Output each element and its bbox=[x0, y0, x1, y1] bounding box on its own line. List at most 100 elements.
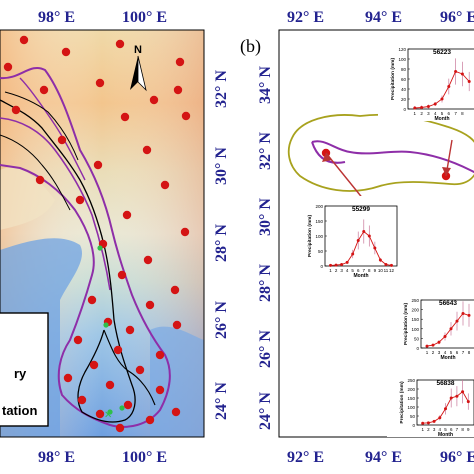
inset-xtick: 10 bbox=[378, 268, 384, 273]
inset-point bbox=[389, 263, 393, 267]
inset-ytick: 250 bbox=[411, 298, 419, 303]
inset-xtick: 3 bbox=[340, 268, 343, 273]
inset-point bbox=[425, 344, 429, 348]
inset-point bbox=[455, 394, 459, 398]
right-map: (b) 92° E 94° E 96° E 92° E 94° E 96° E … bbox=[240, 9, 474, 466]
left-map: ✕ N ry tation 98° E 100° E 98° E 100° E … bbox=[0, 9, 230, 466]
inset-xtick: 2 bbox=[432, 350, 435, 355]
inset-point bbox=[356, 239, 360, 242]
inset-xtick: 2 bbox=[427, 427, 430, 432]
inset-xtick: 11 bbox=[384, 268, 389, 273]
inset-xtick: 3 bbox=[427, 111, 430, 116]
inset-ytick: 200 bbox=[407, 387, 415, 392]
inset-xtick: 8 bbox=[468, 350, 471, 355]
inset-ytick: 120 bbox=[398, 47, 406, 52]
inset-xtick: 1 bbox=[329, 268, 332, 273]
inset-56838: 56838 0 50 100 150 200 250 1 2 3 4 5 6 7 8 9 Month Precip… bbox=[387, 370, 474, 438]
inset-xlabel: Month bbox=[441, 355, 456, 361]
inset-title: 56838 bbox=[436, 380, 454, 387]
inset-ytick: 200 bbox=[411, 308, 419, 313]
inset-xtick: 8 bbox=[461, 427, 464, 432]
right-basin-outer bbox=[287, 113, 474, 192]
inset-point bbox=[443, 334, 447, 338]
inset-xtick: 7 bbox=[454, 111, 457, 116]
inset-xtick: 4 bbox=[439, 427, 442, 432]
inset-point bbox=[440, 97, 444, 101]
inset-xtick: 4 bbox=[444, 350, 447, 355]
inset-point bbox=[438, 416, 442, 420]
left-lat-30: 30° N bbox=[213, 147, 230, 185]
legend-item-precipitation: tation bbox=[2, 403, 37, 418]
inset-ytick: 50 bbox=[414, 336, 420, 341]
inset-point bbox=[467, 313, 471, 317]
inset-xtick: 6 bbox=[357, 268, 360, 273]
right-lat-26: 26° N bbox=[257, 330, 274, 368]
inset-point bbox=[367, 234, 371, 238]
inset-point bbox=[466, 400, 470, 404]
left-lat-26: 26° N bbox=[213, 301, 230, 339]
left-lat-24: 24° N bbox=[213, 382, 230, 420]
inset-xtick: 12 bbox=[389, 268, 395, 273]
inset-xtick: 1 bbox=[421, 427, 424, 432]
inset-point bbox=[460, 72, 464, 76]
inset-xtick: 9 bbox=[374, 268, 377, 273]
inset-xtick: 8 bbox=[461, 111, 464, 116]
inset-ytick: 250 bbox=[407, 378, 415, 383]
inset-ytick: 100 bbox=[315, 234, 323, 239]
right-top-lon-96: 96° E bbox=[440, 9, 474, 26]
inset-point bbox=[431, 343, 435, 347]
inset-ylabel: Precipitation (mm) bbox=[307, 215, 313, 258]
inset-ytick: 0 bbox=[416, 346, 419, 351]
inset-ytick: 20 bbox=[401, 97, 407, 102]
inset-xtick: 4 bbox=[434, 111, 437, 116]
left-lat-28: 28° N bbox=[213, 224, 230, 262]
inset-xtick: 5 bbox=[441, 111, 444, 116]
inset-point bbox=[447, 85, 451, 88]
inset-point bbox=[413, 106, 417, 110]
left-top-lon-100: 100° E bbox=[122, 9, 167, 26]
inset-ytick: 50 bbox=[410, 414, 416, 419]
inset-xtick: 7 bbox=[462, 350, 465, 355]
inset-point bbox=[426, 421, 430, 425]
inset-ytick: 150 bbox=[411, 317, 419, 322]
right-lat-24: 24° N bbox=[257, 392, 274, 430]
inset-point bbox=[433, 102, 437, 106]
inset-point bbox=[420, 106, 424, 109]
inset-xtick: 6 bbox=[456, 350, 459, 355]
right-lat-32: 32° N bbox=[257, 132, 274, 170]
left-lat-32: 32° N bbox=[213, 70, 230, 108]
inset-xtick: 5 bbox=[351, 268, 354, 273]
inset-point bbox=[334, 263, 338, 267]
inset-ytick: 0 bbox=[403, 107, 406, 112]
inset-xtick: 3 bbox=[438, 350, 441, 355]
inset-point bbox=[421, 421, 425, 425]
inset-ytick: 100 bbox=[411, 327, 419, 332]
inset-ytick: 150 bbox=[407, 396, 415, 401]
inset-xtick: 2 bbox=[335, 268, 338, 273]
inset-ytick: 150 bbox=[315, 219, 323, 224]
left-legend: ry tation bbox=[0, 312, 49, 427]
left-river-network bbox=[0, 99, 136, 423]
inset-ytick: 60 bbox=[401, 77, 407, 82]
svg-text:✕: ✕ bbox=[104, 410, 112, 421]
inset-ylabel: Precipitation (mm) bbox=[390, 58, 396, 101]
inset-point bbox=[345, 260, 349, 264]
inset-point bbox=[432, 419, 436, 423]
north-label: N bbox=[134, 44, 142, 56]
inset-frame bbox=[420, 299, 474, 349]
legend-item-boundary: ry bbox=[14, 366, 27, 381]
inset-xtick: 7 bbox=[363, 268, 366, 273]
inset-point bbox=[351, 252, 355, 256]
inset-ytick: 0 bbox=[412, 423, 415, 428]
inset-xtick: 9 bbox=[467, 427, 470, 432]
right-top-lon-92: 92° E bbox=[287, 9, 324, 26]
right-top-lon-94: 94° E bbox=[365, 9, 402, 26]
left-hydro-stations bbox=[97, 245, 125, 415]
right-lat-34: 34° N bbox=[257, 66, 274, 104]
inset-ytick: 50 bbox=[318, 249, 324, 254]
inset-point bbox=[449, 396, 453, 400]
inset-xtick: 7 bbox=[456, 427, 459, 432]
inset-ylabel: Precipitation (mm) bbox=[399, 381, 405, 424]
